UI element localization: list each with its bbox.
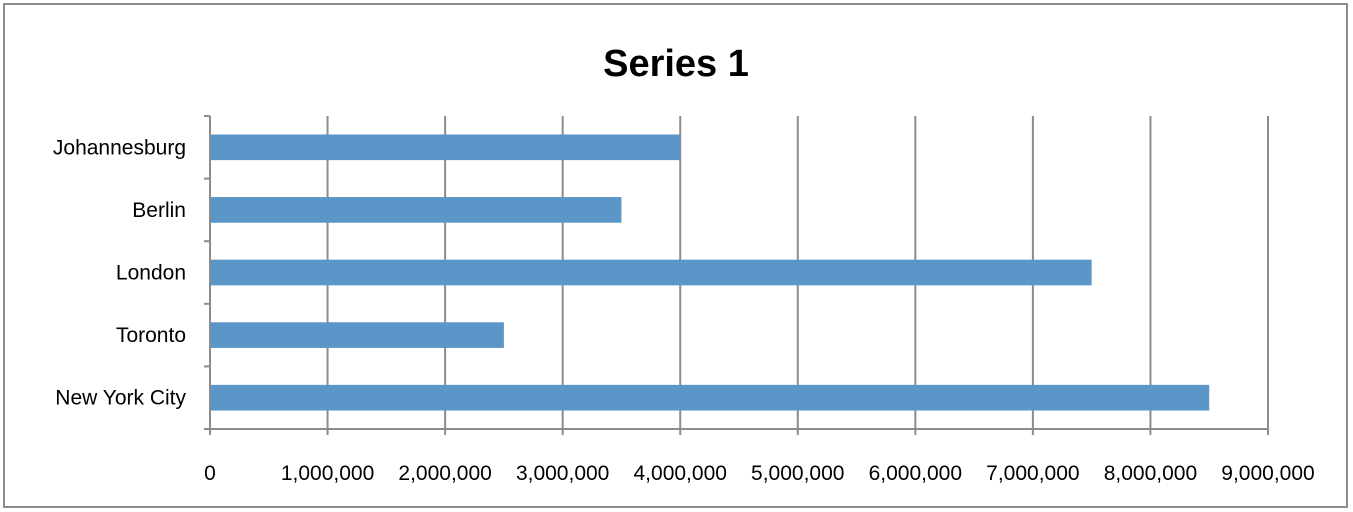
y-tick-label: London [116, 262, 186, 285]
chart-frame [3, 3, 1348, 508]
chart-title: Series 1 [603, 43, 749, 85]
y-tick-label: New York City [55, 387, 186, 410]
x-tick-label: 0 [204, 462, 216, 485]
tick-labels: 0 1,000,000 2,000,000 3,000,000 4,000,000 5,0… [53, 136, 1315, 485]
bar [210, 197, 622, 223]
x-tick-label: 9,000,000 [1221, 462, 1314, 485]
x-tick-label: 1,000,000 [281, 462, 374, 485]
y-tick-label: Johannesburg [53, 136, 186, 159]
x-tick-label: 2,000,000 [398, 462, 491, 485]
axes [204, 115, 1269, 435]
y-tick-label: Toronto [116, 324, 186, 347]
x-tick-label: 3,000,000 [516, 462, 609, 485]
bar [210, 384, 1210, 411]
bar [210, 259, 1092, 286]
x-tick-label: 4,000,000 [634, 462, 727, 485]
x-tick-label: 6,000,000 [869, 462, 962, 485]
bars [210, 134, 1210, 411]
bar [210, 322, 504, 348]
x-tick-label: 5,000,000 [751, 462, 844, 485]
y-tick-label: Berlin [132, 199, 186, 222]
bar [210, 134, 681, 161]
x-tick-label: 7,000,000 [986, 462, 1079, 485]
x-tick-label: 8,000,000 [1104, 462, 1197, 485]
